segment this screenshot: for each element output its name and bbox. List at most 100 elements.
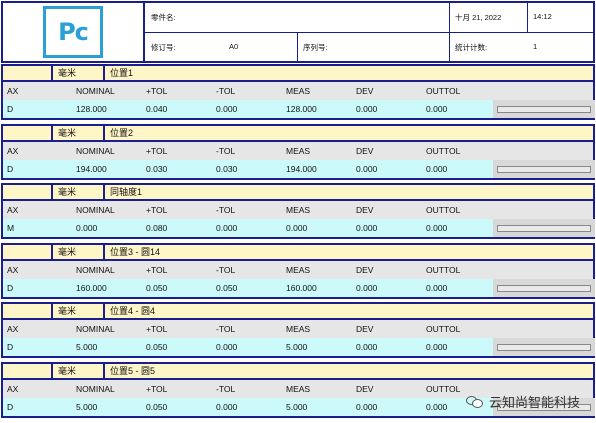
column-header: NOMINAL (76, 384, 115, 394)
data-cell-outtol: 0.000 (426, 402, 448, 412)
data-cell-nominal: 160.000 (76, 283, 107, 293)
data-cell-minus-tol: 0.050 (216, 283, 238, 293)
title-pad (3, 304, 53, 318)
title-pad (3, 126, 53, 140)
column-header: NOMINAL (76, 146, 115, 156)
column-header: AX (7, 86, 19, 96)
pcdmis-logo: Pc (43, 6, 103, 58)
header-row-2: 修订号: A0 序列号: 统计计数: 1 (145, 33, 593, 61)
data-cell-outtol: 0.000 (426, 342, 448, 352)
data-cell-minus-tol: 0.030 (216, 164, 238, 174)
title-pad (3, 66, 53, 80)
column-header: MEAS (286, 86, 311, 96)
column-header: MEAS (286, 265, 311, 275)
data-cell-nominal: 5.000 (76, 342, 98, 352)
column-header: -TOL (216, 146, 236, 156)
data-cell-dev: 0.000 (356, 104, 378, 114)
data-cell-ax: D (7, 104, 14, 114)
column-header: AX (7, 324, 19, 334)
unit-label: 毫米 (53, 66, 105, 80)
column-header: OUTTOL (426, 146, 461, 156)
tolerance-bar (497, 344, 591, 351)
column-header: DEV (356, 86, 374, 96)
feature-title-bar: 毫米 位置4 - 圆4 (1, 302, 595, 320)
stat-count-value: 1 (533, 42, 538, 51)
data-cell-minus-tol: 0.000 (216, 223, 238, 233)
data-row: M 0.000 0.080 0.000 0.000 0.000 0.000 (1, 219, 595, 239)
revision-label: 修订号: (151, 43, 176, 52)
column-header-row: AX NOMINAL +TOL -TOL MEAS DEV OUTTOL (1, 380, 595, 398)
data-cell-meas: 160.000 (286, 283, 317, 293)
data-cell-plus-tol: 0.050 (146, 283, 168, 293)
report-header: Pc 零件名: 十月 21, 2022 14:12 修订号: A0 序列号: 统… (1, 1, 595, 63)
feature-title-bar: 毫米 位置1 (1, 64, 595, 82)
data-cell-plus-tol: 0.080 (146, 223, 168, 233)
column-header: OUTTOL (426, 265, 461, 275)
column-header: NOMINAL (76, 265, 115, 275)
report-date: 十月 21, 2022 (455, 13, 502, 22)
data-cell-ax: D (7, 164, 14, 174)
column-header: +TOL (146, 146, 168, 156)
data-cell-dev: 0.000 (356, 342, 378, 352)
data-row: D 5.000 0.050 0.000 5.000 0.000 0.000 (1, 338, 595, 358)
data-cell-meas: 0.000 (286, 223, 308, 233)
data-cell-minus-tol: 0.000 (216, 402, 238, 412)
feature-name: 同轴度1 (110, 187, 143, 197)
data-row: D 128.000 0.040 0.000 128.000 0.000 0.000 (1, 100, 595, 120)
unit-label: 毫米 (53, 245, 105, 259)
column-header: AX (7, 265, 19, 275)
column-header: DEV (356, 146, 374, 156)
title-pad (3, 185, 53, 199)
column-header-row: AX NOMINAL +TOL -TOL MEAS DEV OUTTOL (1, 201, 595, 219)
tolerance-bar (497, 225, 591, 232)
feature-title-bar: 毫米 位置5 - 圆5 (1, 362, 595, 380)
column-header: +TOL (146, 205, 168, 215)
column-header: DEV (356, 384, 374, 394)
column-header: -TOL (216, 86, 236, 96)
data-cell-dev: 0.000 (356, 223, 378, 233)
title-pad (3, 245, 53, 259)
column-header: -TOL (216, 384, 236, 394)
data-cell-ax: M (7, 223, 15, 233)
stat-count-label: 统计计数: (455, 43, 488, 52)
feature-title-bar: 毫米 同轴度1 (1, 183, 595, 201)
feature-title-bar: 毫米 位置3 - 圆14 (1, 243, 595, 261)
data-cell-plus-tol: 0.030 (146, 164, 168, 174)
data-row: D 194.000 0.030 0.030 194.000 0.000 0.000 (1, 160, 595, 180)
data-cell-dev: 0.000 (356, 402, 378, 412)
data-cell-outtol: 0.000 (426, 104, 448, 114)
column-header: MEAS (286, 324, 311, 334)
column-header: NOMINAL (76, 205, 115, 215)
feature-name: 位置1 (110, 68, 134, 78)
column-header: +TOL (146, 324, 168, 334)
tolerance-bar (497, 106, 591, 113)
column-header-row: AX NOMINAL +TOL -TOL MEAS DEV OUTTOL (1, 261, 595, 279)
column-header: OUTTOL (426, 205, 461, 215)
feature-name: 位置5 - 圆5 (110, 366, 156, 376)
report-time: 14:12 (533, 12, 552, 21)
unit-label: 毫米 (53, 126, 105, 140)
data-cell-ax: D (7, 402, 14, 412)
column-header: NOMINAL (76, 324, 115, 334)
data-cell-outtol: 0.000 (426, 164, 448, 174)
feature-name: 位置3 - 圆14 (110, 247, 161, 257)
data-cell-nominal: 0.000 (76, 223, 98, 233)
wechat-icon (465, 395, 484, 409)
data-cell-nominal: 5.000 (76, 402, 98, 412)
data-cell-dev: 0.000 (356, 164, 378, 174)
feature-name: 位置4 - 圆4 (110, 306, 156, 316)
tolerance-bar (497, 166, 591, 173)
column-header-row: AX NOMINAL +TOL -TOL MEAS DEV OUTTOL (1, 82, 595, 100)
part-name-label: 零件名: (151, 13, 176, 22)
column-header: MEAS (286, 384, 311, 394)
data-cell-minus-tol: 0.000 (216, 342, 238, 352)
data-row: D 160.000 0.050 0.050 160.000 0.000 0.000 (1, 279, 595, 299)
column-header: +TOL (146, 86, 168, 96)
tolerance-bar (497, 404, 591, 411)
data-cell-nominal: 128.000 (76, 104, 107, 114)
header-row-1: 零件名: 十月 21, 2022 14:12 (145, 3, 593, 33)
logo-cell: Pc (3, 3, 145, 61)
title-pad (3, 364, 53, 378)
data-row: D 5.000 0.050 0.000 5.000 0.000 0.000 (1, 398, 595, 418)
data-cell-plus-tol: 0.050 (146, 342, 168, 352)
